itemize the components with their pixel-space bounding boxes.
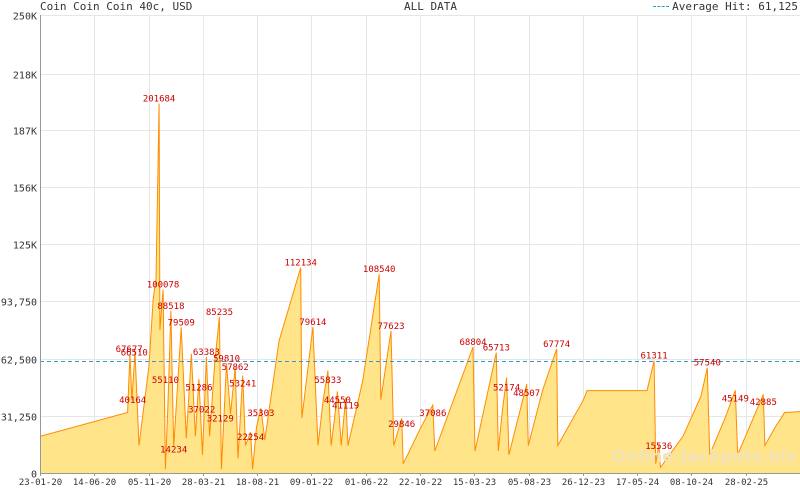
- range-label: ALL DATA: [404, 0, 457, 13]
- x-tick-label: 05-11-20: [128, 478, 171, 488]
- legend-label: Average Hit: 61,125: [672, 0, 798, 13]
- data-label: 88518: [157, 302, 184, 312]
- chart-title: Coin Coin Coin 40c, USD: [40, 0, 193, 13]
- data-label: 37086: [419, 409, 446, 419]
- data-label: 45149: [722, 394, 749, 404]
- data-label: 14234: [160, 446, 187, 456]
- x-tick-label: 17-05-24: [616, 478, 659, 488]
- data-label: 35303: [247, 409, 274, 419]
- data-label: 51286: [185, 383, 212, 393]
- x-tick-label: 28-02-25: [725, 478, 768, 488]
- history-area: [40, 103, 800, 473]
- x-tick-label: 22-10-22: [399, 478, 442, 488]
- data-label: 100078: [147, 281, 180, 291]
- data-label: 44550: [324, 396, 351, 406]
- data-label: 53241: [229, 380, 256, 390]
- data-label: 85235: [206, 308, 233, 318]
- x-tick-label: 28-03-21: [182, 478, 225, 488]
- data-label: 40164: [119, 396, 146, 406]
- y-tick-label: 125K: [13, 241, 37, 252]
- data-label: 77623: [377, 322, 404, 332]
- y-tick-label: 250K: [13, 12, 37, 23]
- watermark: Online-Jackpots.biz: [612, 447, 797, 467]
- data-label: 79614: [299, 318, 326, 328]
- average-line-swatch: [653, 6, 670, 7]
- y-tick-label: 0: [31, 470, 37, 481]
- x-tick-label: 05-08-23: [508, 478, 551, 488]
- data-label: 22254: [237, 433, 264, 443]
- data-label: 67677: [116, 345, 143, 355]
- legend: Average Hit: 61,125: [653, 0, 798, 13]
- data-label: 63383: [193, 348, 220, 358]
- history-line: [39, 103, 800, 470]
- data-label: 59810: [213, 354, 240, 364]
- data-label: 65713: [483, 344, 510, 354]
- data-label: 57862: [222, 363, 249, 373]
- data-label: 42885: [750, 398, 777, 408]
- data-label: 32129: [207, 415, 234, 425]
- x-tick-label: 14-06-20: [73, 478, 116, 488]
- y-tick-label: 187K: [13, 127, 37, 138]
- data-label: 37022: [188, 405, 215, 415]
- data-label: 52174: [493, 383, 520, 393]
- data-label: 48507: [513, 389, 540, 399]
- data-label: 68804: [459, 338, 486, 348]
- y-tick-labels: 0 31,250 62,500 93,750 125K 156K 187K 218K 250K: [1, 12, 37, 481]
- data-label: 41119: [332, 402, 359, 412]
- y-tick-label: 93,750: [1, 298, 37, 309]
- x-tick-label: 18-08-21: [236, 478, 279, 488]
- data-label: 201684: [143, 95, 176, 105]
- data-label: 61311: [641, 352, 668, 362]
- y-tick-label: 31,250: [1, 413, 37, 424]
- y-tick-label: 62,500: [1, 356, 37, 367]
- y-tick-label: 156K: [13, 184, 37, 195]
- data-label: 55110: [152, 376, 179, 386]
- data-label: 55833: [314, 376, 341, 386]
- x-tick-label: 26-12-23: [562, 478, 605, 488]
- x-tick-label: 09-01-22: [290, 478, 333, 488]
- data-label: 79509: [168, 318, 195, 328]
- data-label: 15536: [645, 442, 672, 452]
- data-label: 29846: [388, 420, 415, 430]
- data-label: 66510: [121, 349, 148, 359]
- data-label: 108540: [363, 265, 396, 275]
- y-tick-label: 218K: [13, 71, 37, 82]
- x-tick-label: 15-03-23: [453, 478, 496, 488]
- x-tick-labels: 23-01-20 14-06-20 05-11-20 28-03-21 18-08-21…: [19, 473, 768, 488]
- x-tick-label: 01-06-22: [345, 478, 388, 488]
- x-tick-label: 08-10-24: [670, 478, 713, 488]
- x-tick-label: 23-01-20: [19, 478, 62, 488]
- data-label: 67774: [543, 340, 570, 350]
- data-label: 112134: [284, 259, 317, 269]
- data-label: 57540: [694, 359, 721, 369]
